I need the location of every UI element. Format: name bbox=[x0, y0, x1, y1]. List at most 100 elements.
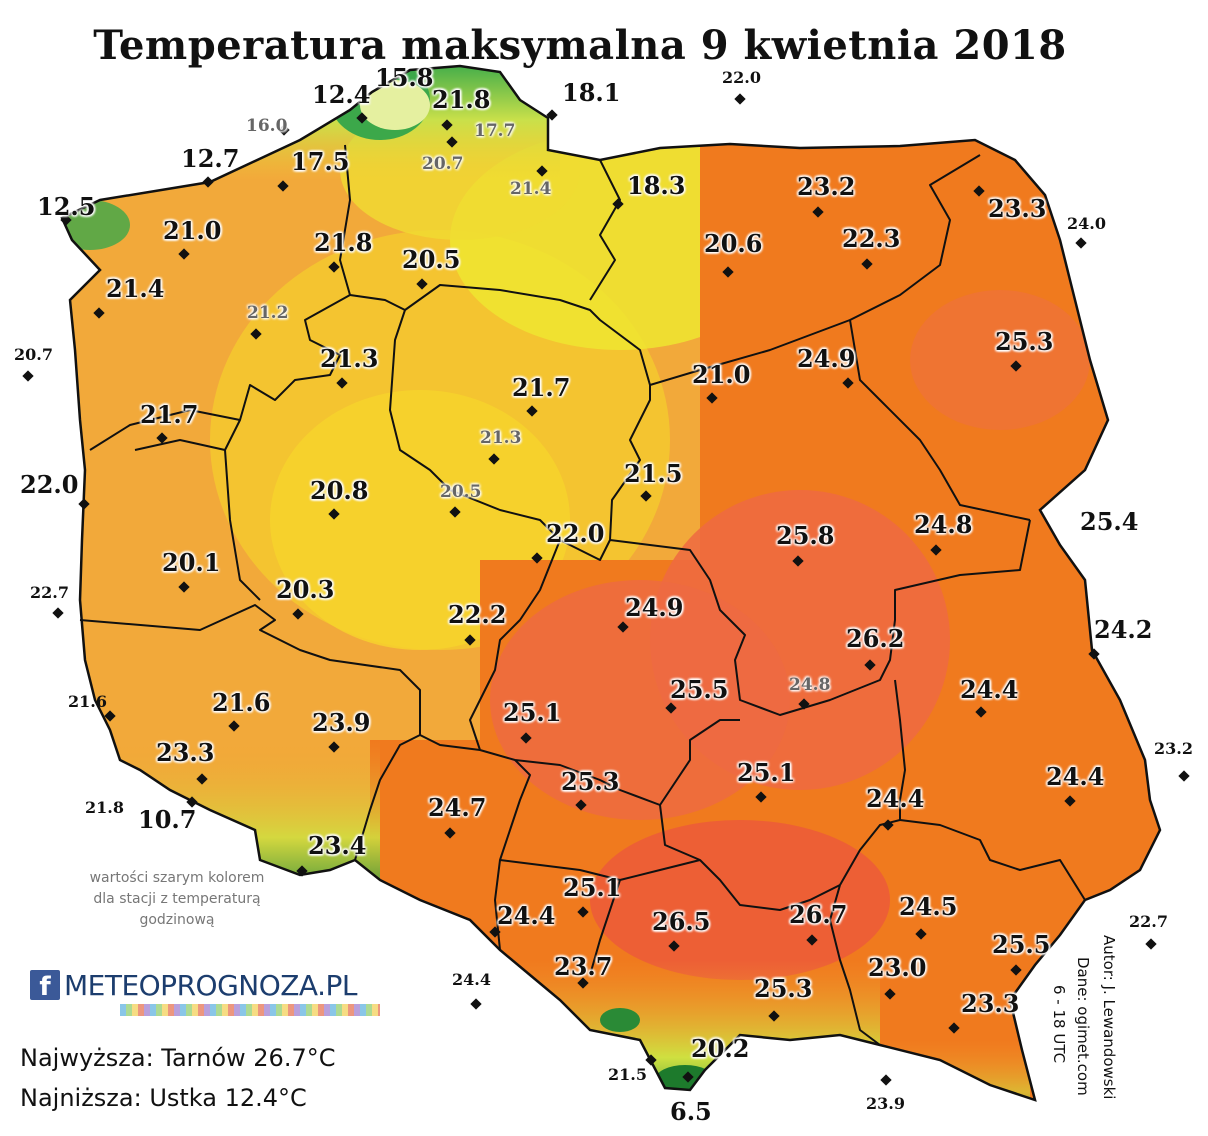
station-marker bbox=[156, 432, 168, 444]
temperature-label: 12.5 bbox=[37, 192, 96, 221]
temperature-label: 17.5 bbox=[291, 147, 350, 176]
station-marker bbox=[531, 552, 543, 564]
temperature-label: 22.0 bbox=[546, 519, 605, 548]
station-marker bbox=[449, 506, 461, 518]
station-marker bbox=[1178, 770, 1190, 782]
meteoprognoza-logo[interactable]: f METEOPROGNOZA.PL bbox=[30, 966, 357, 1004]
temperature-label: 18.3 bbox=[627, 171, 686, 200]
station-marker bbox=[640, 490, 652, 502]
temperature-label: 23.2 bbox=[797, 172, 856, 201]
station-marker bbox=[52, 607, 64, 619]
temperature-label: 16.0 bbox=[246, 116, 288, 136]
temperature-label: 25.3 bbox=[995, 327, 1054, 356]
station-marker bbox=[812, 206, 824, 218]
temperature-label: 21.4 bbox=[510, 179, 552, 199]
station-marker bbox=[202, 176, 214, 188]
temperature-label: 20.2 bbox=[691, 1034, 750, 1063]
facebook-icon[interactable]: f bbox=[30, 970, 60, 1000]
temperature-label: 24.4 bbox=[1046, 762, 1105, 791]
map-title: Temperatura maksymalna 9 kwietnia 2018 bbox=[93, 22, 1067, 69]
temperature-label: 26.2 bbox=[846, 624, 905, 653]
temperature-label: 21.4 bbox=[106, 274, 165, 303]
station-marker bbox=[798, 698, 810, 710]
temperature-label: 23.3 bbox=[961, 989, 1020, 1018]
temperature-label: 6.5 bbox=[670, 1097, 712, 1126]
logo-color-strip bbox=[120, 1004, 380, 1016]
temperature-label: 23.4 bbox=[308, 831, 367, 860]
temperature-label: 24.9 bbox=[625, 593, 684, 622]
temperature-label: 23.3 bbox=[156, 738, 215, 767]
temperature-label: 22.2 bbox=[448, 600, 507, 629]
station-marker bbox=[668, 940, 680, 952]
temperature-label: 20.6 bbox=[704, 229, 763, 258]
temperature-label: 23.2 bbox=[1154, 739, 1193, 758]
temperature-label: 21.3 bbox=[480, 428, 522, 448]
station-marker bbox=[577, 977, 589, 989]
author-credit: Autor: J. Lewandowski bbox=[1100, 935, 1118, 1100]
station-marker bbox=[617, 621, 629, 633]
station-marker bbox=[1010, 360, 1022, 372]
temperature-label: 18.1 bbox=[562, 78, 621, 107]
station-marker bbox=[178, 248, 190, 260]
station-marker bbox=[328, 741, 340, 753]
station-marker bbox=[186, 796, 198, 808]
temperature-label: 25.5 bbox=[670, 675, 729, 704]
temperature-label: 21.7 bbox=[512, 373, 571, 402]
station-marker bbox=[861, 258, 873, 270]
temperature-label: 23.3 bbox=[988, 194, 1047, 223]
station-marker bbox=[470, 998, 482, 1010]
station-marker bbox=[806, 934, 818, 946]
station-marker bbox=[915, 928, 927, 940]
station-marker bbox=[734, 93, 746, 105]
temperature-label: 25.3 bbox=[754, 974, 813, 1003]
temperature-label: 20.5 bbox=[440, 482, 482, 502]
temperature-label: 25.3 bbox=[561, 767, 620, 796]
station-marker bbox=[880, 1074, 892, 1086]
temperature-label: 20.1 bbox=[162, 548, 221, 577]
temperature-label: 21.8 bbox=[432, 85, 491, 114]
temperature-label: 23.9 bbox=[866, 1094, 905, 1113]
station-marker bbox=[489, 926, 501, 938]
temperature-label: 21.0 bbox=[163, 216, 222, 245]
temperature-label: 21.6 bbox=[68, 692, 107, 711]
temperature-label: 23.9 bbox=[312, 708, 371, 737]
temperature-label: 24.0 bbox=[1067, 214, 1106, 233]
temperature-label: 24.2 bbox=[1094, 615, 1153, 644]
highest-temperature: Najwyższa: Tarnów 26.7°C bbox=[20, 1044, 336, 1072]
logo-text: METEOPROGNOZA.PL bbox=[64, 968, 357, 1002]
temperature-label: 21.2 bbox=[247, 303, 289, 323]
station-marker bbox=[973, 185, 985, 197]
temperature-label: 21.3 bbox=[320, 344, 379, 373]
station-marker bbox=[250, 328, 262, 340]
temperature-label: 22.7 bbox=[1129, 912, 1168, 931]
station-marker bbox=[884, 988, 896, 1000]
station-marker bbox=[792, 555, 804, 567]
station-marker bbox=[1064, 795, 1076, 807]
temperature-label: 21.8 bbox=[314, 228, 373, 257]
station-marker bbox=[755, 791, 767, 803]
station-marker bbox=[292, 608, 304, 620]
temperature-label: 21.5 bbox=[624, 459, 683, 488]
station-marker bbox=[682, 1071, 694, 1083]
station-marker bbox=[446, 136, 458, 148]
temperature-label: 21.5 bbox=[608, 1065, 647, 1084]
temperature-label: 21.8 bbox=[85, 798, 124, 817]
station-marker bbox=[328, 508, 340, 520]
temperature-label: 12.4 bbox=[312, 80, 371, 109]
station-marker bbox=[665, 702, 677, 714]
temperature-label: 24.9 bbox=[797, 344, 856, 373]
station-marker bbox=[328, 261, 340, 273]
station-marker bbox=[842, 377, 854, 389]
temperature-label: 20.3 bbox=[276, 575, 335, 604]
temperature-label: 10.7 bbox=[138, 805, 197, 834]
temperature-label: 21.6 bbox=[212, 688, 271, 717]
station-marker bbox=[22, 370, 34, 382]
station-marker bbox=[575, 799, 587, 811]
lowest-temperature: Najniższa: Ustka 12.4°C bbox=[20, 1084, 307, 1112]
station-marker bbox=[196, 773, 208, 785]
station-marker bbox=[722, 266, 734, 278]
station-marker bbox=[520, 732, 532, 744]
temperature-label: 22.0 bbox=[722, 68, 761, 87]
temperature-label: 25.1 bbox=[563, 873, 622, 902]
station-marker bbox=[864, 659, 876, 671]
